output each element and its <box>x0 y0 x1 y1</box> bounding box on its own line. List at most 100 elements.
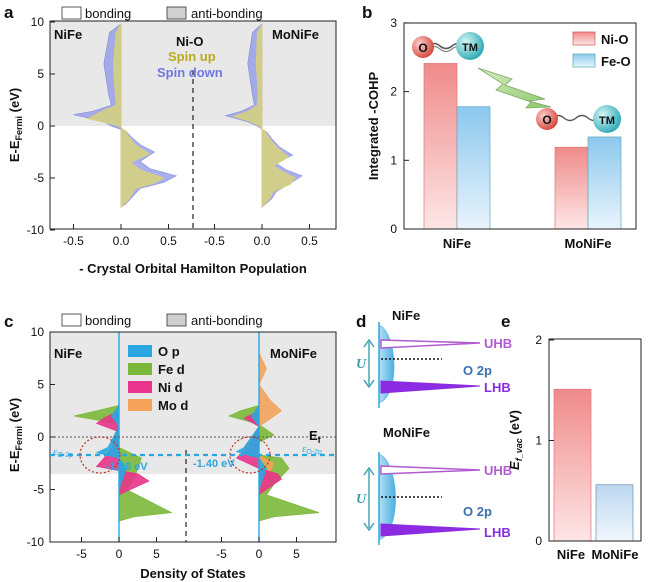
legend-label-bonding-c: bonding <box>85 313 131 328</box>
label-monife-a: MoNiFe <box>272 27 319 42</box>
o2p-highlight-left <box>79 436 121 474</box>
plot-frame-b <box>403 22 637 230</box>
legend-label-o-p: O p <box>158 344 180 359</box>
atom-label-o: O <box>418 41 427 55</box>
y-tick-label-e: 1 <box>535 434 542 448</box>
uhb-band-icon-2 <box>380 465 481 475</box>
x-tick-label-a: 0.5 <box>160 234 177 248</box>
legend-swatch-fe-d <box>128 363 152 375</box>
atom-label-tm-2: TM <box>599 115 615 127</box>
label-u-bottom: U <box>356 492 367 507</box>
u-arrow-heads-top <box>363 338 375 389</box>
bar-ni-o-monife <box>554 146 589 230</box>
legend-swatch-anti-bonding <box>166 6 187 20</box>
legend-swatch-ni-d <box>128 381 152 393</box>
label-eo2p-left: εO-2p <box>53 446 73 459</box>
label-o2p-bottom: O 2p <box>463 504 492 519</box>
series-spin-up-nife <box>86 22 165 209</box>
label-ni-o: Ni-O <box>176 34 203 49</box>
bar-monife <box>595 484 634 542</box>
y-tick-label-b: 2 <box>390 85 397 99</box>
bar-ni-o-nife <box>423 63 458 230</box>
label-spin-up: Spin up <box>168 49 216 64</box>
transition-metal-atom-icon <box>456 32 484 60</box>
x-tick-label-c: -5 <box>76 547 87 561</box>
y-tick-label-a: -5 <box>33 171 44 185</box>
label-u-top: U <box>356 357 367 372</box>
y-tick-label-a: 0 <box>37 119 44 133</box>
panel-e: e 2 1 0 NiFe MoNiFe Ef_vac (eV) <box>501 312 642 562</box>
legend-swatch-bonding-c <box>61 313 82 327</box>
x-tick-label-a: -0.5 <box>204 234 225 248</box>
x-tick-label-e: NiFe <box>557 547 585 562</box>
bond-spring-icon-3 <box>551 114 601 122</box>
y-tick-label-a: -10 <box>27 223 45 237</box>
label-lhb-bottom: LHB <box>484 525 511 540</box>
ylabel-a: E-EFermi (eV) <box>7 88 24 162</box>
axis-e: 2 1 0 NiFe MoNiFe <box>535 333 638 562</box>
bars-e <box>553 388 634 542</box>
y-tick-label-a: 10 <box>31 15 45 29</box>
annotation-nife-eo2p: -1.58 eV <box>106 461 148 473</box>
orbital-legend: O p Fe d Ni d Mo d <box>128 344 188 413</box>
series-spin-up-monife <box>232 22 296 209</box>
legend-swatch-fe-o <box>572 53 596 68</box>
y-tick-label-c: 5 <box>37 378 44 392</box>
label-monife-d: MoNiFe <box>383 425 430 440</box>
bar-fe-o-nife <box>456 106 491 230</box>
oxygen-atom-icon <box>412 36 434 58</box>
uhb-band-icon <box>380 339 481 349</box>
molecule-strong: O TM <box>412 32 484 60</box>
x-tick-label-e: MoNiFe <box>592 547 639 562</box>
panel-letter-a: a <box>4 3 14 22</box>
legend-label-ni-d: Ni d <box>158 380 183 395</box>
label-spin-down: Spin down <box>157 65 223 80</box>
lhb-band-icon <box>380 380 481 394</box>
legend-label-ni-o: Ni-O <box>601 32 628 47</box>
x-tick-label-a: 0.0 <box>113 234 130 248</box>
label-eo2p-right: εO-2p <box>302 443 322 456</box>
label-nife-a: NiFe <box>54 27 82 42</box>
y-tick-label-a: 5 <box>37 67 44 81</box>
panel-a: a bonding anti-bonding NiFe MoNiFe Ni-O … <box>4 3 337 276</box>
legend-swatch-mo-d <box>128 399 152 411</box>
label-fermi-level: Ef <box>309 428 322 445</box>
label-uhb-top: UHB <box>484 336 512 351</box>
legend-label-fe-o: Fe-O <box>601 54 631 69</box>
label-monife-c: MoNiFe <box>270 346 317 361</box>
axis-b: 3 2 1 0 NiFe MoNiFe <box>390 16 611 251</box>
legend-swatch-ni-o <box>572 31 596 46</box>
legend-label-fe-d: Fe d <box>158 362 185 377</box>
axis-c: 10 5 0 -5 -10 -5 0 5 -5 0 5 <box>27 325 301 561</box>
atom-label-tm: TM <box>462 42 478 54</box>
axis-a: 10 5 0 -5 -10 -0.5 0.0 0.5 -0.5 0.0 0.5 <box>27 15 319 248</box>
bar-nife <box>553 388 592 542</box>
legend-swatch-bonding <box>61 6 82 20</box>
oxygen-atom-icon-2 <box>536 108 558 130</box>
label-nife-c: NiFe <box>54 346 82 361</box>
legend-label-anti-bonding: anti-bonding <box>191 6 263 21</box>
panel-letter-b: b <box>362 3 372 22</box>
y-tick-label-b: 1 <box>390 153 397 167</box>
panel-letter-e: e <box>501 312 510 331</box>
x-tick-label-c: 5 <box>293 547 300 561</box>
legend-label-anti-bonding-c: anti-bonding <box>191 313 263 328</box>
y-tick-label-e: 2 <box>535 333 542 347</box>
y-tick-label-b: 3 <box>390 16 397 30</box>
x-tick-label-a: 0.0 <box>254 234 271 248</box>
x-tick-label-c: 5 <box>153 547 160 561</box>
bars-b <box>423 63 622 230</box>
o2p-band-icon-2 <box>378 453 396 541</box>
x-tick-label-c: 0 <box>256 547 263 561</box>
ylabel-b: Integrated -COHP <box>366 72 381 181</box>
ylabel-c: E-EFermi (eV) <box>7 398 24 472</box>
lhb-band-icon-2 <box>380 523 481 537</box>
x-tick-label-b: NiFe <box>443 236 471 251</box>
legend-swatch-o-p <box>128 345 152 357</box>
legend-label-mo-d: Mo d <box>158 398 188 413</box>
u-arrow-heads-bottom <box>363 466 375 532</box>
panel-letter-d: d <box>356 312 366 331</box>
molecule-weak: O TM <box>536 105 621 133</box>
label-nife-d: NiFe <box>392 308 420 323</box>
y-tick-label-c: -5 <box>33 483 44 497</box>
